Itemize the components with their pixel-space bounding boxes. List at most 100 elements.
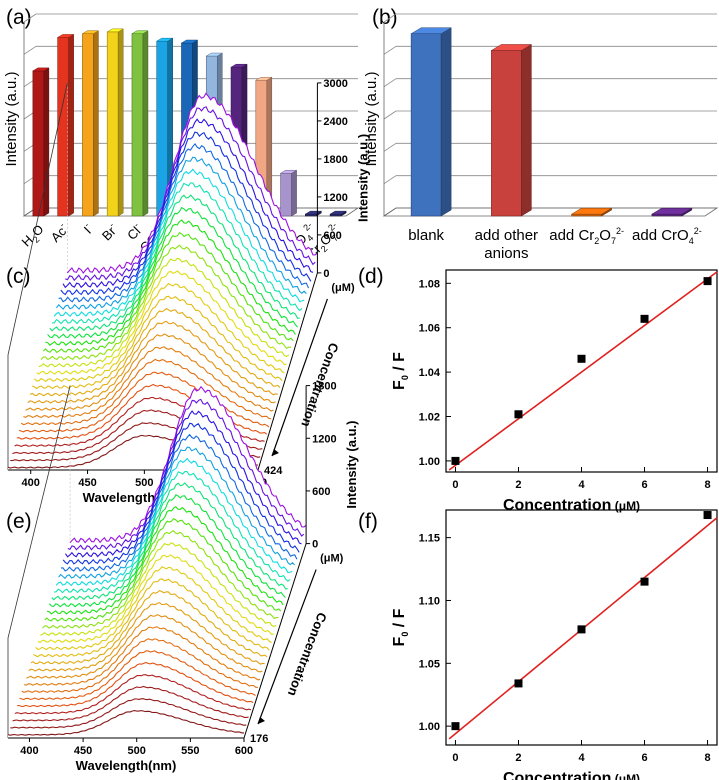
- label-subscript2: 7: [611, 236, 616, 246]
- z-axis-title: Intensity (a.u.): [355, 134, 370, 222]
- category-label: Cl-: [123, 220, 146, 243]
- spectrum-curve: [25, 333, 276, 411]
- spectrum-curve: [35, 566, 272, 651]
- spectrum-curve: [37, 554, 275, 644]
- bar-top: [81, 30, 100, 34]
- category-label-line2: anions: [484, 245, 528, 262]
- z-tick-label: 0: [312, 539, 318, 551]
- label-subscript2: 7: [330, 233, 341, 244]
- x-tick-label: 8: [704, 752, 710, 764]
- bar-side: [440, 27, 452, 217]
- y-tick-label: 1.06: [419, 323, 440, 335]
- spectrum-curve: [40, 542, 277, 636]
- z-tick-label: 1800: [312, 381, 336, 393]
- bar-top: [131, 30, 149, 34]
- y-tick-label: 1.08: [419, 278, 440, 290]
- bar-top: [31, 67, 50, 72]
- bar-top: [254, 76, 273, 81]
- concentration-unit: (μM): [331, 282, 355, 294]
- spectrum-curve: [28, 602, 265, 672]
- x-tick-label: 4: [578, 479, 585, 491]
- label-subscript: 2: [31, 234, 42, 245]
- y-axis-title: F0 / F: [391, 608, 410, 646]
- depth-gridline: [383, 78, 397, 87]
- bar-top: [230, 63, 248, 68]
- frame-top-edge: [7, 385, 71, 639]
- data-point: [703, 511, 712, 520]
- z-tick-label: 1200: [312, 433, 336, 445]
- y-title-rest: / F: [391, 608, 408, 631]
- x-title-main: Concentration: [503, 497, 611, 514]
- bar-front: [57, 37, 69, 217]
- x-tick-label: 550: [181, 745, 199, 757]
- spectrum-curve: [58, 446, 295, 580]
- x-tick-label: 500: [135, 477, 153, 489]
- concentration-unit: (μM): [320, 553, 344, 565]
- y-tick-label: 1.00: [419, 456, 440, 468]
- scatter-fit-f: 0 2 4 6 8 1.00 1.05 1.10 1.15 Concentration (μM) F…: [391, 509, 718, 780]
- spectrum-curve: [65, 410, 302, 558]
- x-axis-title: Wavelength(nm): [76, 758, 177, 773]
- depth-gridline: [383, 46, 397, 55]
- bar-top: [329, 210, 348, 215]
- category-label: add other: [475, 227, 538, 244]
- z-tick-label: 600: [312, 486, 330, 498]
- spectrum-curve: [36, 270, 287, 375]
- y-title-rest: / F: [391, 352, 408, 375]
- data-point: [514, 410, 523, 419]
- spectrum-curve: [62, 118, 314, 289]
- label-subscript: 4: [305, 233, 316, 244]
- bar-front: [280, 172, 292, 217]
- bar-front: [305, 213, 317, 217]
- label-superscript: -: [57, 220, 66, 229]
- bar-side: [68, 33, 74, 217]
- bar-top: [570, 207, 613, 215]
- bar-front: [131, 33, 144, 217]
- depth-gridline: [383, 13, 397, 23]
- spectrum-curve: [67, 398, 305, 551]
- bar-top: [490, 44, 533, 51]
- x-axis-title: Concentration (μM): [503, 770, 640, 780]
- y-title-sub: 0: [400, 375, 410, 380]
- bar-top: [205, 52, 224, 57]
- arrow-head: [258, 717, 265, 724]
- bar-top: [650, 207, 693, 215]
- category-label: I-: [79, 220, 96, 237]
- spectrum-curve: [7, 710, 244, 736]
- concentration-axis: [257, 272, 318, 471]
- spectrum-curve: [40, 244, 291, 361]
- label-subscript: 2: [319, 244, 330, 255]
- y-tick-label: 1.05: [419, 658, 440, 670]
- y-tick-label: 1.15: [419, 533, 440, 545]
- data-point: [640, 314, 649, 323]
- spectrum-curve: [49, 194, 300, 332]
- bar-top: [155, 37, 174, 42]
- concentration-arrow: [257, 569, 317, 725]
- z-tick-label: 2400: [323, 116, 347, 128]
- frame-top-edge: [7, 82, 68, 356]
- depth-gridline: [383, 175, 397, 184]
- x-tick-label: 400: [20, 745, 38, 757]
- x-tick-label: 8: [704, 479, 710, 491]
- bar-side: [142, 30, 149, 217]
- spectrum-curve: [48, 494, 286, 608]
- x-tick-label: 450: [74, 745, 92, 757]
- y-title-sub: 0: [400, 632, 410, 637]
- x-tick-label: 0: [452, 752, 458, 764]
- depth-gridline: [23, 46, 37, 55]
- concentration-axis: [243, 543, 307, 739]
- x-tick-label: 0: [452, 479, 458, 491]
- depth-gridline: [383, 110, 397, 120]
- data-point: [577, 625, 586, 634]
- label-superscript: -: [82, 220, 91, 229]
- spectrum-curve: [30, 589, 268, 665]
- z-tick-label: 0: [323, 268, 329, 280]
- spectrum-curve: [34, 282, 285, 383]
- label-subscript: 2: [594, 236, 599, 246]
- x-tick-label: 450: [78, 477, 96, 489]
- bar-front: [571, 213, 602, 217]
- spectrum-curve: [27, 320, 278, 404]
- bar-top: [180, 39, 199, 44]
- spectrum-curve: [51, 482, 288, 601]
